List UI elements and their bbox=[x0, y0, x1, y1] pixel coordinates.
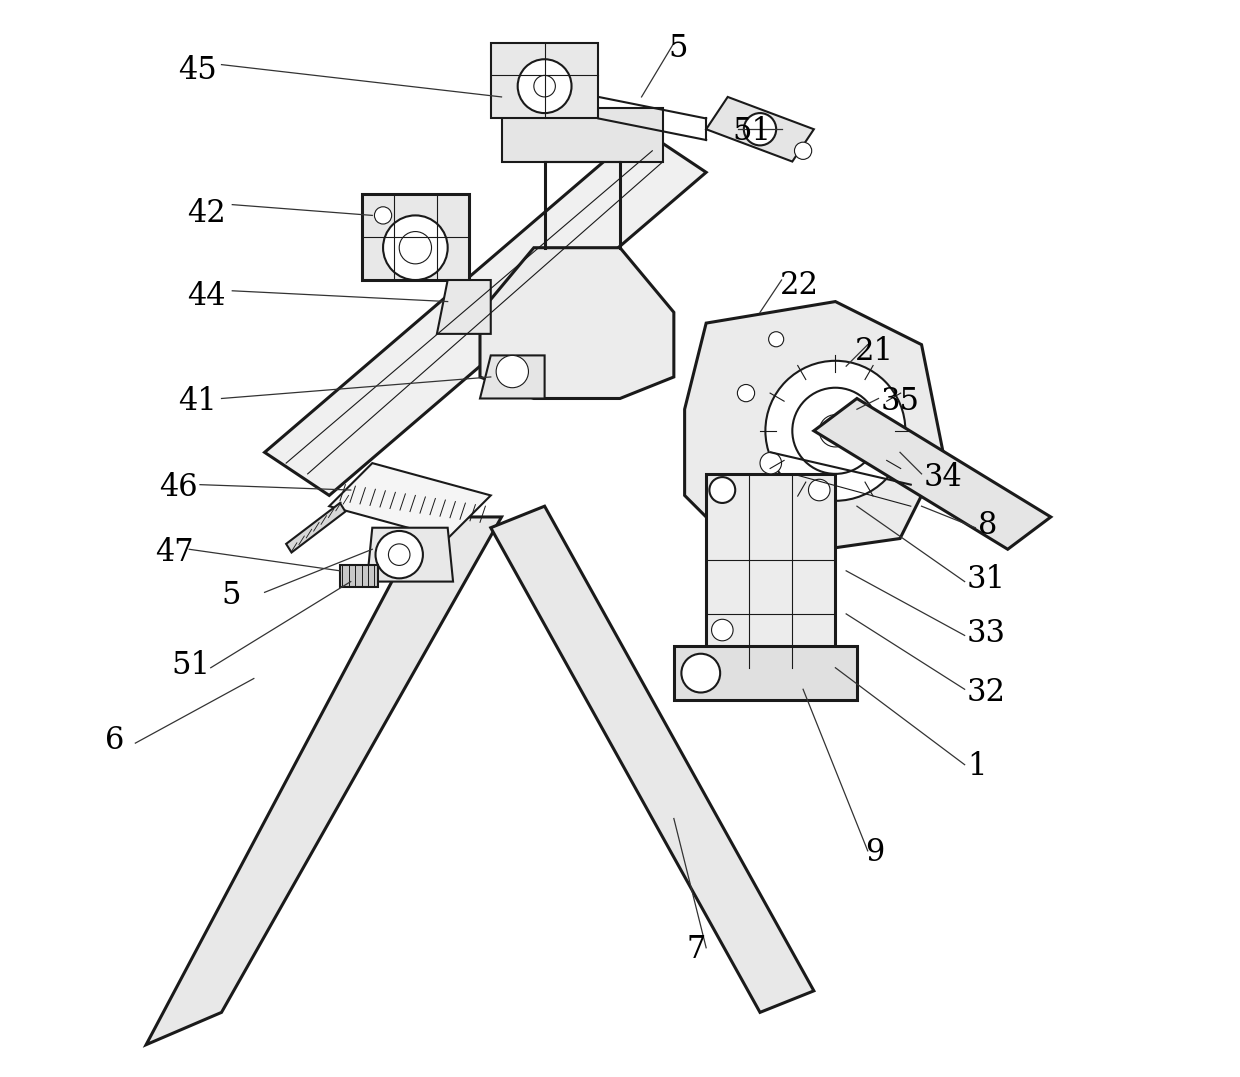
Text: 47: 47 bbox=[155, 537, 193, 568]
Circle shape bbox=[744, 113, 776, 145]
Circle shape bbox=[376, 531, 423, 578]
Polygon shape bbox=[813, 398, 1050, 549]
Text: 44: 44 bbox=[187, 281, 226, 311]
Text: 22: 22 bbox=[780, 270, 818, 300]
Text: 8: 8 bbox=[977, 510, 997, 541]
Polygon shape bbox=[340, 565, 378, 587]
Circle shape bbox=[712, 479, 733, 501]
Circle shape bbox=[534, 75, 556, 97]
Text: 1: 1 bbox=[967, 752, 986, 782]
Circle shape bbox=[808, 479, 830, 501]
Text: 31: 31 bbox=[967, 564, 1006, 595]
Text: 6: 6 bbox=[105, 726, 124, 756]
Polygon shape bbox=[436, 280, 491, 334]
Text: 35: 35 bbox=[880, 387, 920, 417]
Text: 46: 46 bbox=[159, 473, 197, 503]
Text: 5: 5 bbox=[668, 33, 688, 64]
Circle shape bbox=[792, 388, 878, 474]
Circle shape bbox=[399, 232, 432, 264]
Circle shape bbox=[709, 477, 735, 503]
Circle shape bbox=[383, 215, 448, 280]
Text: 41: 41 bbox=[179, 387, 217, 417]
Text: 32: 32 bbox=[967, 677, 1006, 708]
Polygon shape bbox=[480, 248, 673, 398]
Polygon shape bbox=[491, 43, 599, 118]
Circle shape bbox=[712, 619, 733, 641]
Polygon shape bbox=[480, 355, 544, 398]
Text: 42: 42 bbox=[187, 198, 226, 228]
Text: 45: 45 bbox=[179, 55, 217, 85]
Circle shape bbox=[738, 384, 755, 402]
Text: 5: 5 bbox=[222, 581, 241, 611]
Polygon shape bbox=[146, 517, 501, 1045]
Text: 9: 9 bbox=[866, 838, 885, 868]
Text: 51: 51 bbox=[171, 651, 210, 681]
Text: 33: 33 bbox=[967, 618, 1006, 648]
Text: 34: 34 bbox=[924, 462, 962, 492]
Polygon shape bbox=[329, 463, 491, 538]
Polygon shape bbox=[706, 97, 813, 162]
Circle shape bbox=[760, 452, 781, 474]
Circle shape bbox=[374, 207, 392, 224]
Circle shape bbox=[682, 654, 720, 693]
Circle shape bbox=[769, 332, 784, 347]
Polygon shape bbox=[684, 302, 944, 560]
Text: 21: 21 bbox=[854, 336, 894, 366]
Circle shape bbox=[795, 142, 812, 159]
Polygon shape bbox=[501, 108, 663, 162]
Circle shape bbox=[496, 355, 528, 388]
Circle shape bbox=[820, 415, 852, 447]
Polygon shape bbox=[367, 528, 453, 582]
Polygon shape bbox=[286, 503, 346, 553]
Polygon shape bbox=[362, 194, 469, 280]
Polygon shape bbox=[706, 474, 836, 668]
Circle shape bbox=[765, 361, 905, 501]
Text: 7: 7 bbox=[687, 935, 706, 965]
Text: 51: 51 bbox=[732, 116, 771, 146]
Circle shape bbox=[388, 544, 410, 565]
Polygon shape bbox=[264, 129, 706, 495]
Circle shape bbox=[517, 59, 572, 113]
Polygon shape bbox=[491, 506, 813, 1012]
Polygon shape bbox=[673, 646, 857, 700]
